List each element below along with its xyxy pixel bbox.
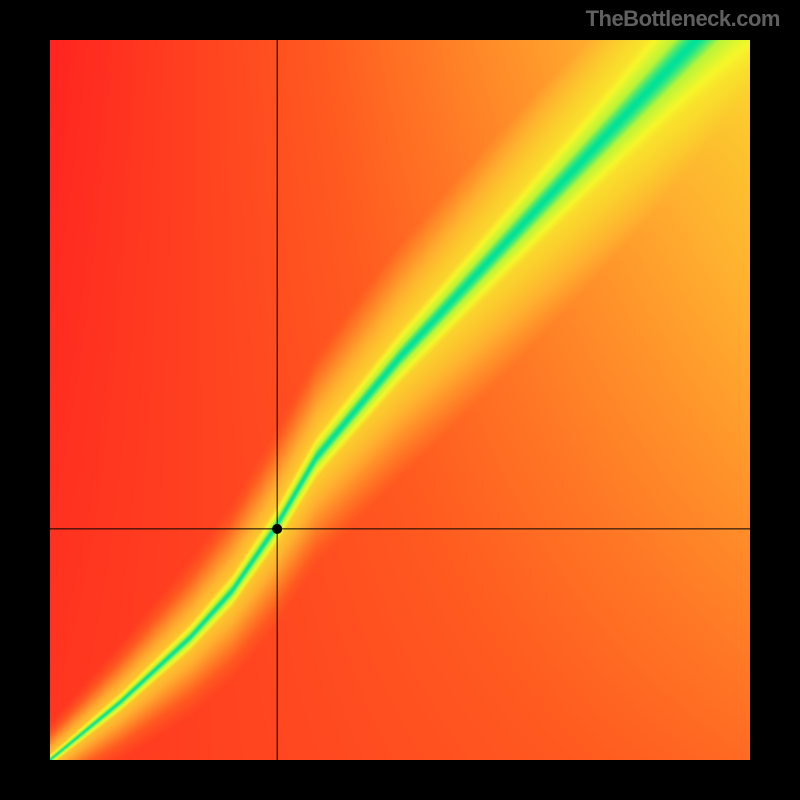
outer-frame: TheBottleneck.com bbox=[0, 0, 800, 800]
heatmap-canvas bbox=[50, 40, 750, 760]
watermark-text: TheBottleneck.com bbox=[586, 6, 780, 32]
heatmap-plot bbox=[50, 40, 750, 760]
